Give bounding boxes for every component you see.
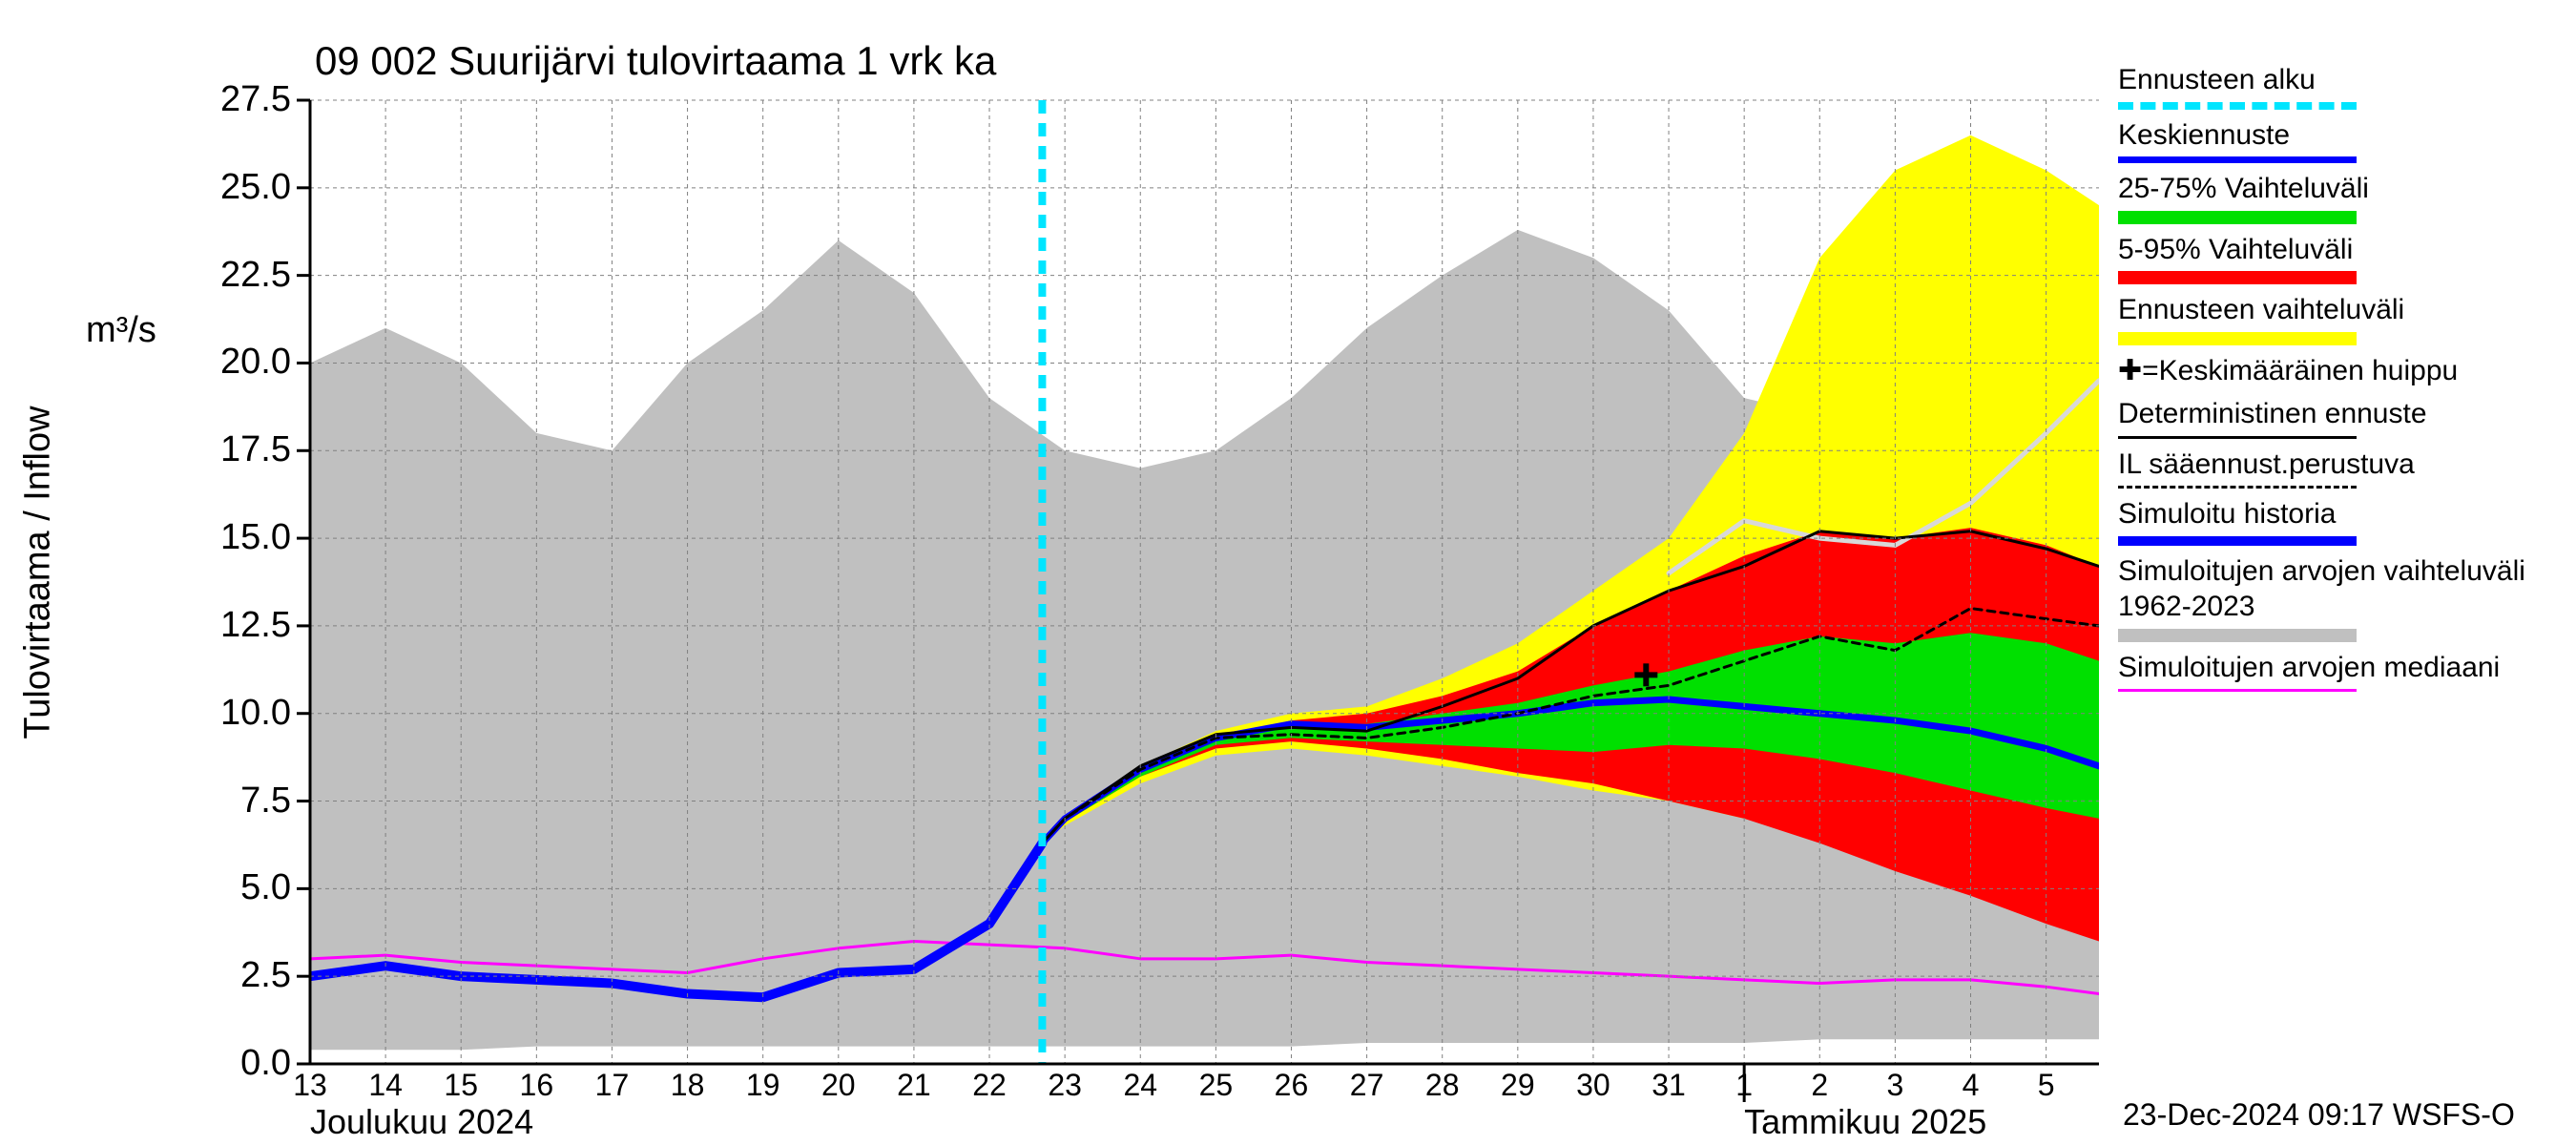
x-tick-label: 1 bbox=[1735, 1068, 1753, 1103]
y-tick-label: 10.0 bbox=[186, 693, 291, 734]
y-tick-label: 15.0 bbox=[186, 517, 291, 558]
legend-item: 5-95% Vaihteluväli bbox=[2118, 232, 2557, 285]
legend-label: Keskiennuste bbox=[2118, 117, 2557, 154]
x-tick-label: 24 bbox=[1123, 1068, 1157, 1103]
legend-item: Ennusteen alku bbox=[2118, 62, 2557, 110]
y-tick-label: 5.0 bbox=[186, 867, 291, 908]
legend-item: Simuloitu historia bbox=[2118, 496, 2557, 546]
x-tick-label: 31 bbox=[1652, 1068, 1686, 1103]
legend-swatch bbox=[2118, 271, 2357, 284]
month-label: Tammikuu 2025 bbox=[1744, 1102, 1986, 1142]
legend-item: Simuloitujen arvojen vaihteluväli 1962-2… bbox=[2118, 553, 2557, 642]
legend-item: 25-75% Vaihteluväli bbox=[2118, 171, 2557, 224]
x-tick-label: 27 bbox=[1350, 1068, 1384, 1103]
x-tick-label: 13 bbox=[293, 1068, 327, 1103]
legend-label: 25-75% Vaihteluväli bbox=[2118, 171, 2557, 207]
x-tick-label: 14 bbox=[368, 1068, 403, 1103]
legend-item: ✚=Keskimääräinen huippu bbox=[2118, 353, 2557, 389]
y-tick-label: 27.5 bbox=[186, 79, 291, 120]
legend-label: IL sääennust.perustuva bbox=[2118, 447, 2557, 483]
legend-line bbox=[2118, 689, 2357, 692]
legend-label: Simuloitujen arvojen mediaani bbox=[2118, 650, 2557, 686]
x-tick-label: 29 bbox=[1501, 1068, 1535, 1103]
x-tick-label: 16 bbox=[520, 1068, 554, 1103]
legend-label: 5-95% Vaihteluväli bbox=[2118, 232, 2557, 268]
legend-swatch bbox=[2118, 211, 2357, 224]
x-tick-label: 18 bbox=[671, 1068, 705, 1103]
legend-label: Ennusteen alku bbox=[2118, 62, 2557, 98]
y-tick-label: 17.5 bbox=[186, 429, 291, 470]
month-label: December bbox=[310, 1140, 468, 1145]
legend-line bbox=[2118, 102, 2357, 110]
x-tick-label: 25 bbox=[1199, 1068, 1234, 1103]
y-tick-label: 22.5 bbox=[186, 255, 291, 296]
chart-container: 09 002 Suurijärvi tulovirtaama 1 vrk ka … bbox=[0, 0, 2576, 1145]
legend-label: Deterministinen ennuste bbox=[2118, 396, 2557, 432]
x-tick-label: 4 bbox=[1963, 1068, 1980, 1103]
legend-line bbox=[2118, 536, 2357, 546]
timestamp: 23-Dec-2024 09:17 WSFS-O bbox=[2123, 1097, 2515, 1133]
y-tick-label: 2.5 bbox=[186, 955, 291, 996]
x-tick-label: 15 bbox=[444, 1068, 478, 1103]
x-tick-label: 5 bbox=[2038, 1068, 2055, 1103]
x-tick-label: 19 bbox=[746, 1068, 780, 1103]
legend-item: Keskiennuste bbox=[2118, 117, 2557, 164]
x-tick-label: 30 bbox=[1576, 1068, 1610, 1103]
legend: Ennusteen alku Keskiennuste 25-75% Vaihtel… bbox=[2118, 62, 2557, 699]
x-tick-label: 17 bbox=[595, 1068, 630, 1103]
legend-swatch bbox=[2118, 332, 2357, 345]
x-tick-label: 2 bbox=[1811, 1068, 1828, 1103]
month-label: January bbox=[1744, 1140, 1866, 1145]
legend-line bbox=[2118, 436, 2357, 439]
y-tick-label: 0.0 bbox=[186, 1043, 291, 1084]
x-tick-label: 22 bbox=[972, 1068, 1007, 1103]
legend-line bbox=[2118, 486, 2357, 489]
y-tick-label: 12.5 bbox=[186, 605, 291, 646]
x-tick-label: 3 bbox=[1886, 1068, 1903, 1103]
legend-item: Ennusteen vaihteluväli bbox=[2118, 292, 2557, 345]
month-label: Joulukuu 2024 bbox=[310, 1102, 533, 1142]
y-tick-label: 25.0 bbox=[186, 167, 291, 208]
y-tick-label: 20.0 bbox=[186, 342, 291, 383]
x-tick-label: 21 bbox=[897, 1068, 931, 1103]
x-tick-label: 28 bbox=[1425, 1068, 1460, 1103]
y-tick-label: 7.5 bbox=[186, 781, 291, 822]
x-tick-label: 20 bbox=[821, 1068, 856, 1103]
x-tick-label: 26 bbox=[1275, 1068, 1309, 1103]
legend-line bbox=[2118, 156, 2357, 163]
legend-item: IL sääennust.perustuva bbox=[2118, 447, 2557, 489]
x-tick-label: 23 bbox=[1048, 1068, 1082, 1103]
legend-label: ✚=Keskimääräinen huippu bbox=[2118, 353, 2557, 389]
legend-label: Ennusteen vaihteluväli bbox=[2118, 292, 2557, 328]
legend-swatch bbox=[2118, 629, 2357, 642]
legend-item: Deterministinen ennuste bbox=[2118, 396, 2557, 439]
legend-label: Simuloitu historia bbox=[2118, 496, 2557, 532]
legend-item: Simuloitujen arvojen mediaani bbox=[2118, 650, 2557, 693]
legend-label: Simuloitujen arvojen vaihteluväli 1962-2… bbox=[2118, 553, 2557, 625]
